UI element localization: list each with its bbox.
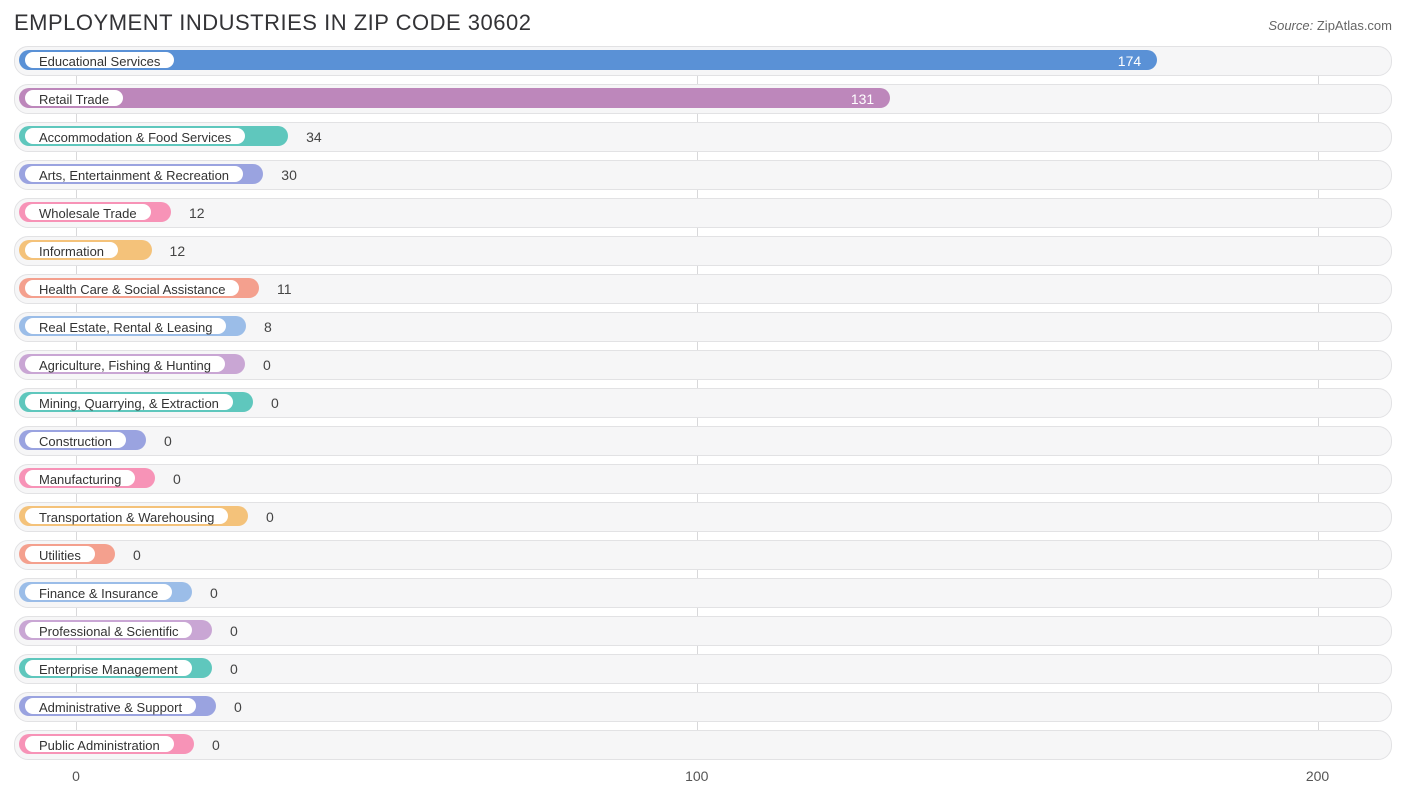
bar-value: 8	[254, 313, 272, 341]
bar-label-pill: Mining, Quarrying, & Extraction	[23, 392, 235, 412]
bar-row: Professional & Scientific 0	[14, 616, 1392, 646]
bar-row: Wholesale Trade 12	[14, 198, 1392, 228]
bar-value: 0	[224, 693, 242, 721]
bar-row: Finance & Insurance 0	[14, 578, 1392, 608]
bar-value: 34	[296, 123, 322, 151]
x-tick: 0	[72, 768, 80, 784]
bar-value: 0	[200, 579, 218, 607]
x-axis: 0 100 200	[14, 768, 1392, 792]
bar-label-pill: Arts, Entertainment & Recreation	[23, 164, 245, 184]
bar-value: 0	[163, 465, 181, 493]
bar-fill	[19, 50, 1157, 70]
bar-row: Utilities 0	[14, 540, 1392, 570]
bar-row: Information 12	[14, 236, 1392, 266]
bar-value: 131	[851, 85, 874, 113]
bar-label-pill: Real Estate, Rental & Leasing	[23, 316, 228, 336]
bar-value: 174	[1118, 47, 1141, 75]
bar-row: Construction 0	[14, 426, 1392, 456]
bar-value: 12	[179, 199, 205, 227]
bar-label-pill: Administrative & Support	[23, 696, 198, 716]
bar-fill	[19, 88, 890, 108]
bar-row: Enterprise Management 0	[14, 654, 1392, 684]
chart-rows: Educational Services 174 Retail Trade 131 Ac…	[14, 46, 1392, 760]
bar-row: Manufacturing 0	[14, 464, 1392, 494]
source-value: ZipAtlas.com	[1317, 18, 1392, 33]
bar-label-pill: Utilities	[23, 544, 97, 564]
bar-value: 0	[261, 389, 279, 417]
bar-row: Health Care & Social Assistance 11	[14, 274, 1392, 304]
bar-value: 0	[220, 617, 238, 645]
chart-title: EMPLOYMENT INDUSTRIES IN ZIP CODE 30602	[14, 10, 532, 36]
bar-row: Educational Services 174	[14, 46, 1392, 76]
bar-row: Mining, Quarrying, & Extraction 0	[14, 388, 1392, 418]
employment-bar-chart: Educational Services 174 Retail Trade 131 Ac…	[14, 46, 1392, 792]
bar-label-pill: Transportation & Warehousing	[23, 506, 230, 526]
bar-label-pill: Wholesale Trade	[23, 202, 153, 222]
chart-source: Source: ZipAtlas.com	[1268, 18, 1392, 33]
bar-row: Accommodation & Food Services 34	[14, 122, 1392, 152]
bar-label-pill: Health Care & Social Assistance	[23, 278, 241, 298]
bar-row: Real Estate, Rental & Leasing 8	[14, 312, 1392, 342]
x-tick: 100	[685, 768, 708, 784]
bar-row: Administrative & Support 0	[14, 692, 1392, 722]
bar-value: 30	[271, 161, 297, 189]
bar-row: Agriculture, Fishing & Hunting 0	[14, 350, 1392, 380]
bar-label-pill: Construction	[23, 430, 128, 450]
chart-header: EMPLOYMENT INDUSTRIES IN ZIP CODE 30602 …	[14, 10, 1392, 36]
bar-row: Transportation & Warehousing 0	[14, 502, 1392, 532]
bar-row: Public Administration 0	[14, 730, 1392, 760]
bar-value: 0	[154, 427, 172, 455]
bar-label-pill: Retail Trade	[23, 88, 125, 108]
bar-value: 0	[123, 541, 141, 569]
bar-label-pill: Professional & Scientific	[23, 620, 194, 640]
x-tick: 200	[1306, 768, 1329, 784]
bar-label-pill: Finance & Insurance	[23, 582, 174, 602]
bar-label-pill: Agriculture, Fishing & Hunting	[23, 354, 227, 374]
bar-label-pill: Accommodation & Food Services	[23, 126, 247, 146]
source-label: Source:	[1268, 18, 1313, 33]
bar-value: 12	[160, 237, 186, 265]
bar-label-pill: Public Administration	[23, 734, 176, 754]
bar-value: 0	[253, 351, 271, 379]
bar-row: Arts, Entertainment & Recreation 30	[14, 160, 1392, 190]
bar-row: Retail Trade 131	[14, 84, 1392, 114]
bar-label-pill: Enterprise Management	[23, 658, 194, 678]
bar-value: 11	[267, 275, 292, 303]
bar-value: 0	[256, 503, 274, 531]
bar-value: 0	[220, 655, 238, 683]
bar-label-pill: Educational Services	[23, 50, 176, 70]
bar-value: 0	[202, 731, 220, 759]
bar-label-pill: Information	[23, 240, 120, 260]
bar-label-pill: Manufacturing	[23, 468, 137, 488]
